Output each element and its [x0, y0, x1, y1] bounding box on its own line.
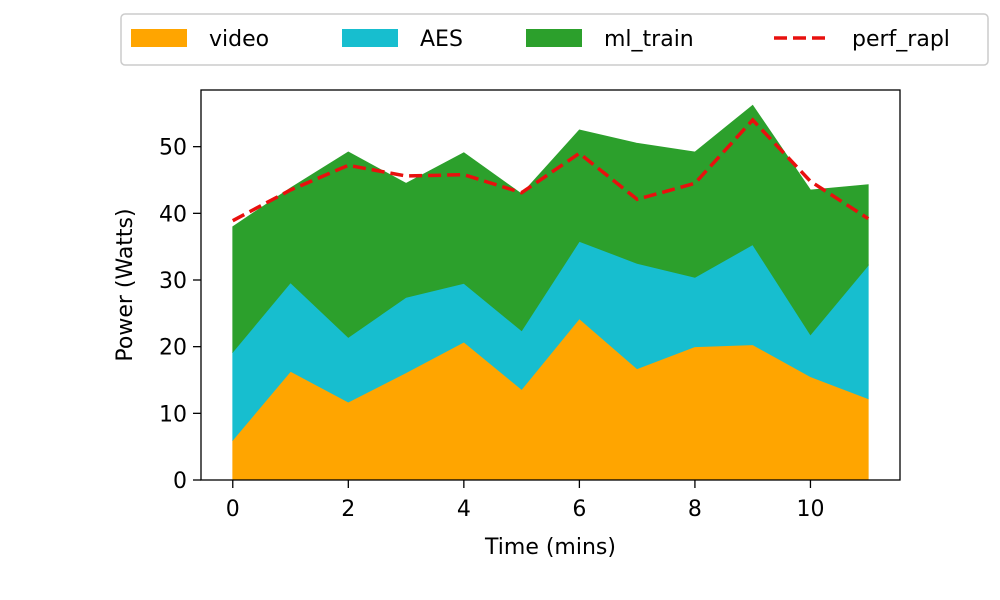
y-axis: 0 10 20 30 40 50: [159, 136, 201, 494]
y-tick-label: 30: [159, 269, 187, 294]
y-tick-label: 20: [159, 336, 187, 361]
legend-swatch-video: [131, 29, 187, 47]
x-tick-label: 4: [457, 497, 471, 522]
area-ml-train: [232, 104, 869, 354]
legend-swatch-AES: [342, 29, 398, 47]
legend-label-video: video: [209, 27, 269, 52]
x-tick-label: 10: [796, 497, 824, 522]
y-tick-label: 10: [159, 402, 187, 427]
plot-frame: [200, 89, 901, 481]
x-tick-label: 8: [688, 497, 702, 522]
x-axis: 0 2 4 6 8 10: [226, 480, 824, 522]
legend-label-ml-train: ml_train: [604, 27, 694, 52]
legend-label-AES: AES: [420, 27, 463, 52]
area-layer: [232, 104, 869, 481]
x-tick-label: 0: [226, 497, 240, 522]
x-tick-label: 6: [572, 497, 586, 522]
legend-label-perf-rapl: perf_rapl: [852, 27, 950, 52]
line-perf-rapl: [231, 117, 870, 223]
y-tick-label: 50: [159, 136, 187, 161]
legend-swatch-ml-train: [526, 29, 582, 47]
x-axis-label: Time (mins): [484, 535, 616, 560]
y-axis-label: Power (Watts): [113, 208, 138, 361]
x-tick-label: 2: [341, 497, 355, 522]
y-tick-label: 40: [159, 202, 187, 227]
line-layer: [231, 117, 870, 223]
legend: video AES ml_train perf_rapl: [120, 13, 989, 66]
y-tick-label: 0: [173, 469, 187, 494]
